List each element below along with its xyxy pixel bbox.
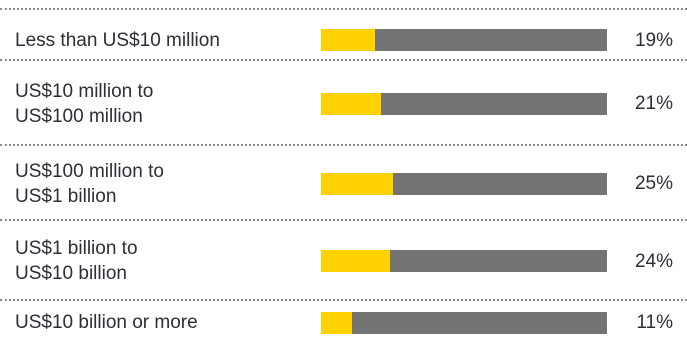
value-label: 21% [634, 93, 673, 114]
bar-track [321, 172, 607, 195]
value-label: 25% [634, 173, 673, 194]
row-separator [0, 59, 687, 61]
category-label: US$10 million to US$100 million [15, 80, 154, 127]
bar-track [321, 92, 607, 115]
bar-track [321, 311, 607, 334]
bar-value [321, 311, 353, 334]
category-label: US$100 million to US$1 billion [15, 160, 164, 207]
value-label: 19% [634, 29, 673, 51]
value-label: 24% [634, 250, 673, 272]
bar-value [321, 29, 376, 51]
bar-value [321, 250, 390, 272]
category-label: Less than US$10 million [15, 29, 220, 51]
row-separator [0, 144, 687, 146]
row-separator [0, 219, 687, 221]
row-separator [0, 299, 687, 301]
bar-track [321, 250, 607, 272]
category-label: US$1 billion to US$10 billion [15, 238, 138, 284]
row-separator [0, 8, 687, 10]
value-label: 11% [636, 312, 673, 333]
bar-value [321, 92, 382, 115]
category-label: US$10 billion or more [15, 312, 198, 333]
bar-value [321, 172, 393, 195]
bar-track [321, 29, 607, 51]
